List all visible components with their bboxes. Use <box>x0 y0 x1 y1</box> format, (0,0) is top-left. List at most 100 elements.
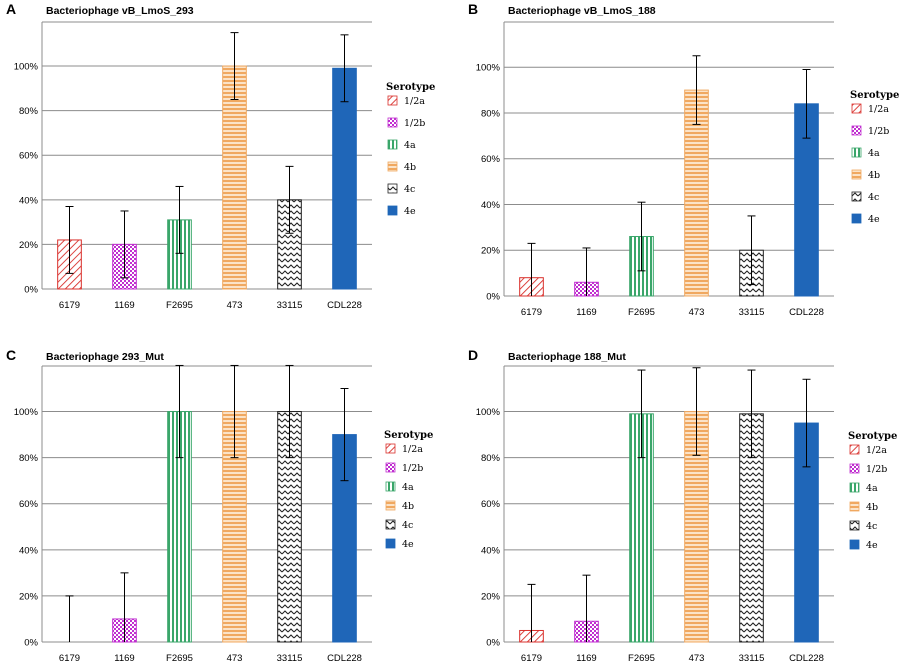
legend-swatch <box>849 501 860 512</box>
legend: Serotype 1/2a 1/2b 4a 4b 4c 4e <box>850 90 899 225</box>
legend: Serotype 1/2a 1/2b 4a 4b 4c 4e <box>384 430 433 550</box>
legend-swatch <box>849 539 860 550</box>
legend-swatch <box>385 462 396 473</box>
x-tick-label: 6179 <box>59 653 80 664</box>
legend-swatch <box>849 463 860 474</box>
x-tick-label: CDL228 <box>327 653 362 664</box>
legend-entry: 4a <box>866 483 878 494</box>
x-tick-label: 33115 <box>739 653 765 664</box>
y-tick-label: 80% <box>19 453 39 464</box>
legend-entry: 4b <box>868 170 880 181</box>
legend-entry: 1/2a <box>868 104 889 115</box>
x-tick-label: 6179 <box>59 300 80 311</box>
chart-title: Bacteriophage 293_Mut <box>46 351 164 363</box>
legend-entry: 4e <box>868 214 880 225</box>
x-tick-label: 6179 <box>521 653 542 664</box>
legend-entry: 4c <box>866 521 877 532</box>
legend-swatch <box>851 169 862 180</box>
y-tick-label: 20% <box>19 591 39 602</box>
legend-entry: 4b <box>866 502 878 513</box>
x-tick-label: CDL228 <box>789 653 824 664</box>
y-tick-label: 60% <box>481 154 501 165</box>
legend-swatch <box>385 538 396 549</box>
legend-swatch <box>849 444 860 455</box>
legend-entry: 4a <box>404 140 416 151</box>
legend-swatch <box>387 205 398 216</box>
x-tick-label: 473 <box>689 307 705 318</box>
legend-swatch <box>851 147 862 158</box>
legend-swatch <box>849 520 860 531</box>
y-tick-label: 60% <box>19 151 39 162</box>
legend-entry: 1/2b <box>868 126 889 137</box>
legend-swatch <box>387 95 398 106</box>
y-tick-label: 0% <box>24 285 38 296</box>
legend-entry: 1/2b <box>866 464 887 475</box>
x-tick-label: 473 <box>227 653 243 664</box>
legend-title: Serotype <box>384 430 433 441</box>
legend-entry: 4b <box>402 501 414 512</box>
panel-letter: D <box>468 347 478 363</box>
legend-swatch <box>385 481 396 492</box>
x-tick-label: 473 <box>689 653 705 664</box>
chart-panel-b: B Bacteriophage vB_LmoS_188 0% 20% 40% 60% 80%… <box>468 1 899 318</box>
legend-entry: 4e <box>404 206 416 217</box>
legend-swatch <box>387 161 398 172</box>
y-tick-label: 40% <box>19 195 39 206</box>
legend-swatch <box>851 125 862 136</box>
chart-panel-a: A Bacteriophage vB_LmoS_293 0% 20% 40% 60% 80%… <box>6 1 435 311</box>
x-tick-label: F2695 <box>166 653 193 664</box>
chart-title: Bacteriophage 188_Mut <box>508 351 626 363</box>
y-tick-label: 100% <box>14 407 39 418</box>
chart-title: Bacteriophage vB_LmoS_293 <box>46 5 194 17</box>
y-tick-label: 100% <box>476 407 501 418</box>
legend-title: Serotype <box>850 90 899 101</box>
legend: Serotype 1/2a 1/2b 4a 4b 4c 4e <box>386 82 435 217</box>
legend-swatch <box>849 482 860 493</box>
legend-entry: 4a <box>868 148 880 159</box>
x-tick-label: 1169 <box>114 300 134 311</box>
x-tick-label: F2695 <box>628 307 655 318</box>
y-tick-label: 40% <box>19 545 39 556</box>
x-tick-label: 473 <box>227 300 243 311</box>
y-tick-label: 80% <box>481 108 501 119</box>
legend-swatch <box>385 500 396 511</box>
x-tick-label: 33115 <box>277 300 303 311</box>
legend-title: Serotype <box>386 82 435 93</box>
panel-letter: C <box>6 347 16 363</box>
legend-swatch <box>385 519 396 530</box>
legend-title: Serotype <box>848 431 897 442</box>
legend-entry: 4a <box>402 482 414 493</box>
chart-panel-c: C Bacteriophage 293_Mut 0% 20% 40% 60% 80% 100%… <box>6 347 433 664</box>
y-tick-label: 40% <box>481 200 501 211</box>
legend-entry: 1/2a <box>404 96 425 107</box>
legend-entry: 4b <box>404 162 416 173</box>
chart-panel-d: D Bacteriophage 188_Mut 0% 20% 40% 60% 80% 100%… <box>468 347 897 664</box>
y-tick-label: 80% <box>19 106 39 117</box>
y-tick-label: 20% <box>481 246 501 257</box>
y-tick-label: 20% <box>19 240 39 251</box>
legend-entry: 1/2b <box>402 463 423 474</box>
legend-swatch <box>385 443 396 454</box>
y-tick-label: 0% <box>486 292 500 303</box>
legend-entry: 4c <box>402 520 413 531</box>
x-tick-label: 6179 <box>521 307 542 318</box>
legend-entry: 4e <box>866 540 878 551</box>
y-tick-label: 0% <box>24 638 38 649</box>
legend-swatch <box>387 183 398 194</box>
panel-letter: A <box>6 1 16 17</box>
x-tick-label: CDL228 <box>789 307 824 318</box>
legend-entry: 4e <box>402 539 414 550</box>
y-tick-label: 40% <box>481 545 501 556</box>
x-tick-label: F2695 <box>628 653 655 664</box>
x-tick-label: 1169 <box>114 653 134 664</box>
y-tick-label: 0% <box>486 638 500 649</box>
legend-entry: 4c <box>404 184 415 195</box>
y-tick-label: 80% <box>481 453 501 464</box>
chart-title: Bacteriophage vB_LmoS_188 <box>508 5 656 17</box>
x-tick-label: 1169 <box>576 307 596 318</box>
y-tick-label: 100% <box>14 62 39 73</box>
legend: Serotype 1/2a 1/2b 4a 4b 4c 4e <box>848 431 897 551</box>
legend-entry: 1/2a <box>866 445 887 456</box>
legend-entry: 4c <box>868 192 879 203</box>
